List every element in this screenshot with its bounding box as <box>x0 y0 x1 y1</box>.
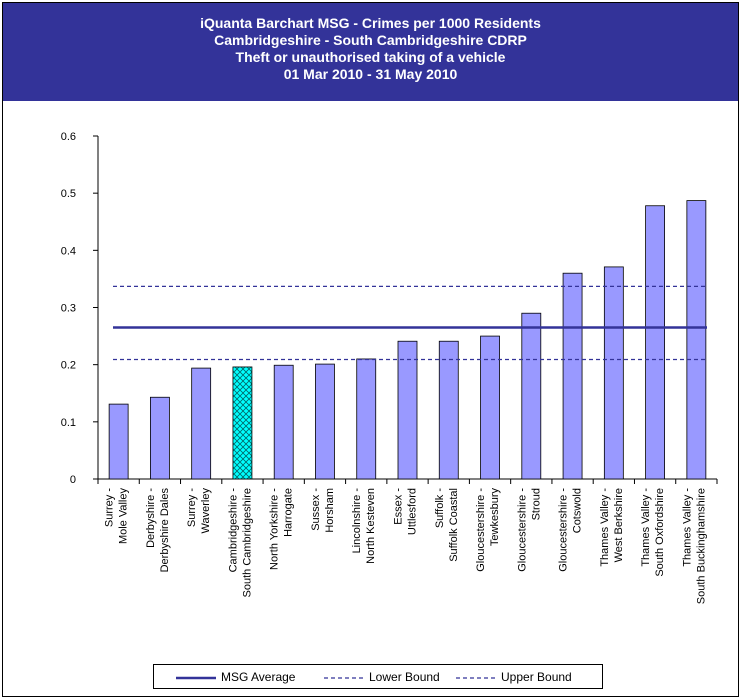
x-tick-label: Derbyshire - <box>145 488 157 548</box>
y-tick-label: 0.4 <box>61 245 76 257</box>
x-tick-label: Mole Valley <box>118 488 130 545</box>
bar-chart: 00.10.20.30.40.50.6 Surrey - Mole Valley D… <box>61 131 718 605</box>
x-tick-label: Sussex - <box>310 488 322 531</box>
bar <box>149 396 170 480</box>
y-tick-label: 0.3 <box>61 303 76 315</box>
chart-header: iQuanta Barchart MSG - Crimes per 1000 R… <box>3 3 738 101</box>
x-tick-label: Essex - <box>393 488 405 525</box>
x-tick-label: Gloucestershire - <box>516 488 528 572</box>
x-tick-label: Suffolk Coastal <box>448 488 460 562</box>
chart-title-line-4: 01 Mar 2010 - 31 May 2010 <box>283 66 458 82</box>
x-tick-label: Stroud <box>530 488 542 520</box>
legend-item-lower: Lower Bound <box>324 670 440 684</box>
bar <box>686 200 707 480</box>
x-axis-labels: Surrey - Mole Valley Derbyshire - Derbyshir… <box>104 488 708 605</box>
y-tick-label: 0.2 <box>61 360 76 372</box>
legend-label-average: MSG Average <box>221 670 296 684</box>
x-tick-label: Suffolk - <box>434 488 446 528</box>
chart-title-line-3: Theft or unauthorised taking of a vehicl… <box>235 49 506 65</box>
x-tick-label: Cotswold <box>572 488 584 533</box>
bar-highlighted <box>232 366 253 480</box>
x-tick-label: Uttlesford <box>407 488 419 535</box>
y-tick-label: 0.1 <box>61 417 76 429</box>
x-tick-label: Lincolnshire - <box>351 488 363 554</box>
x-tick-label: Thames Valley - <box>681 488 693 567</box>
bar <box>191 367 212 480</box>
x-tick-label: Gloucestershire - <box>475 488 487 572</box>
x-tick-label: South Buckinghamshire <box>695 488 707 604</box>
bar <box>438 340 459 480</box>
chart-title-line-1: iQuanta Barchart MSG - Crimes per 1000 R… <box>200 15 541 31</box>
legend-label-lower: Lower Bound <box>369 670 440 684</box>
x-tick-label: Surrey - <box>186 488 198 527</box>
bar <box>562 272 583 480</box>
bar <box>356 358 377 480</box>
x-tick-label: West Berkshire <box>613 488 625 562</box>
x-tick-label: Cambridgeshire - <box>227 488 239 573</box>
x-tick-label: North Yorkshire - <box>269 488 281 570</box>
dashed-line-icon <box>456 677 496 679</box>
y-tick-label: 0 <box>70 474 76 486</box>
x-tick-label: Horsham <box>324 488 336 533</box>
bar <box>521 312 542 480</box>
x-tick-label: North Kesteven <box>365 488 377 564</box>
bar <box>645 205 665 480</box>
x-tick-label: Thames Valley - <box>640 488 652 567</box>
x-tick-label: South Oxfordshire <box>654 488 666 577</box>
y-tick-label: 0.6 <box>61 131 76 143</box>
x-tick-label: Surrey - <box>104 488 116 527</box>
x-tick-label: South Cambridgeshire <box>241 488 253 597</box>
x-tick-label: Gloucestershire - <box>558 488 570 572</box>
chart-bars <box>108 200 707 480</box>
chart-legend: MSG Average Lower Bound Upper Bound <box>153 664 603 689</box>
x-tick-label: Thames Valley - <box>599 488 611 567</box>
bar <box>108 403 129 480</box>
legend-item-average: MSG Average <box>176 670 295 684</box>
x-tick-label: Harrogate <box>283 488 295 537</box>
dashed-line-icon <box>324 677 364 679</box>
x-tick-label: Waverley <box>200 488 212 534</box>
x-tick-label: Derbyshire Dales <box>159 488 171 573</box>
reference-lines <box>113 285 707 361</box>
chart-title-line-2: Cambridgeshire - South Cambridgeshire CD… <box>214 32 527 48</box>
y-tick-label: 0.5 <box>61 188 76 200</box>
x-tick-label: Tewkesbury <box>489 488 501 547</box>
legend-item-upper: Upper Bound <box>456 670 572 684</box>
bar <box>397 340 418 480</box>
bar <box>480 335 500 480</box>
bar <box>273 364 294 480</box>
bar <box>603 266 624 480</box>
legend-label-upper: Upper Bound <box>501 670 572 684</box>
bar <box>315 363 335 480</box>
solid-line-icon <box>176 676 216 680</box>
